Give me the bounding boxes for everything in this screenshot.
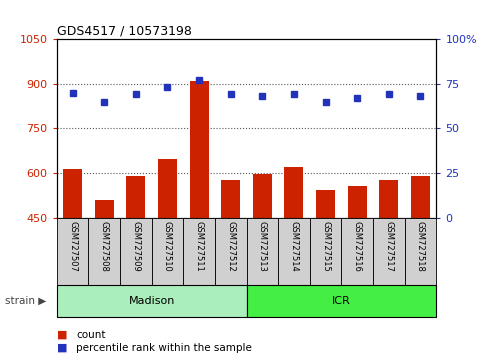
Bar xyxy=(310,218,341,285)
Bar xyxy=(411,176,430,218)
Text: GSM727507: GSM727507 xyxy=(68,221,77,272)
Text: GSM727513: GSM727513 xyxy=(258,221,267,272)
Bar xyxy=(284,167,304,218)
Bar xyxy=(246,218,278,285)
Text: GSM727517: GSM727517 xyxy=(385,221,393,272)
Bar xyxy=(183,218,215,285)
Text: count: count xyxy=(76,330,106,339)
Bar xyxy=(126,176,145,218)
Text: GSM727514: GSM727514 xyxy=(289,221,298,272)
Bar xyxy=(95,200,113,218)
Bar xyxy=(63,169,82,218)
Bar xyxy=(316,190,335,218)
Text: GSM727510: GSM727510 xyxy=(163,221,172,272)
Bar xyxy=(88,218,120,285)
Text: GDS4517 / 10573198: GDS4517 / 10573198 xyxy=(57,25,192,38)
Bar xyxy=(215,218,246,285)
Text: ■: ■ xyxy=(57,330,67,339)
Bar xyxy=(341,218,373,285)
Text: GSM727508: GSM727508 xyxy=(100,221,108,272)
Bar xyxy=(373,218,405,285)
Text: strain ▶: strain ▶ xyxy=(5,296,46,306)
Text: GSM727512: GSM727512 xyxy=(226,221,235,272)
Bar xyxy=(380,179,398,218)
Text: GSM727516: GSM727516 xyxy=(352,221,362,272)
Text: percentile rank within the sample: percentile rank within the sample xyxy=(76,343,252,353)
Bar xyxy=(158,159,177,218)
Text: Madison: Madison xyxy=(128,296,175,306)
Bar xyxy=(278,218,310,285)
Text: ICR: ICR xyxy=(332,296,351,306)
Bar xyxy=(57,218,88,285)
Text: GSM727515: GSM727515 xyxy=(321,221,330,272)
Text: GSM727518: GSM727518 xyxy=(416,221,425,272)
Bar xyxy=(253,174,272,218)
Bar xyxy=(221,179,240,218)
Text: GSM727511: GSM727511 xyxy=(195,221,204,272)
Text: ■: ■ xyxy=(57,343,67,353)
Bar xyxy=(57,285,246,317)
Bar xyxy=(348,185,367,218)
Bar xyxy=(246,285,436,317)
Bar xyxy=(405,218,436,285)
Bar xyxy=(120,218,152,285)
Bar xyxy=(152,218,183,285)
Text: GSM727509: GSM727509 xyxy=(131,221,141,272)
Bar xyxy=(189,81,209,218)
